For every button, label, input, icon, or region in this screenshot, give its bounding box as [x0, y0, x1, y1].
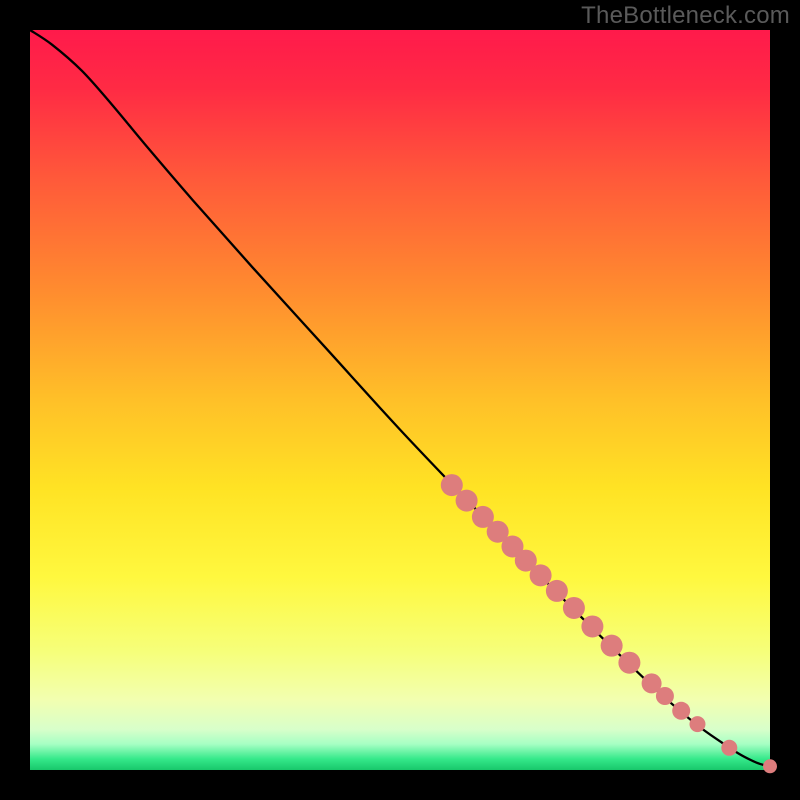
data-marker — [546, 580, 568, 602]
gradient-chart-svg — [0, 0, 800, 800]
data-marker — [563, 597, 585, 619]
data-marker — [763, 759, 777, 773]
data-marker — [618, 652, 640, 674]
watermark-text: TheBottleneck.com — [581, 2, 790, 30]
data-marker — [456, 490, 478, 512]
data-marker — [672, 702, 690, 720]
data-marker — [656, 687, 674, 705]
data-marker — [581, 615, 603, 637]
data-marker — [721, 740, 737, 756]
data-marker — [601, 635, 623, 657]
data-marker — [689, 716, 705, 732]
data-marker — [530, 564, 552, 586]
chart-stage: TheBottleneck.com — [0, 0, 800, 800]
